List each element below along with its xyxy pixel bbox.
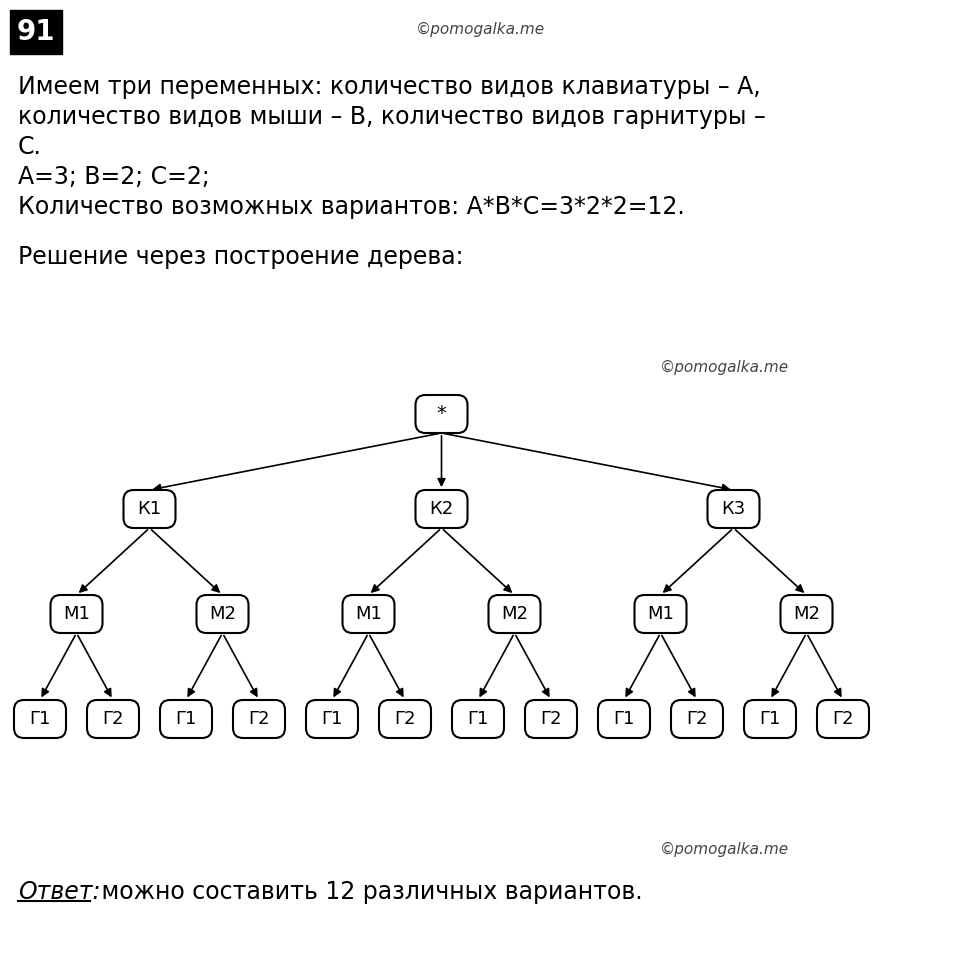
- FancyBboxPatch shape: [10, 10, 62, 54]
- Text: количество видов мыши – B, количество видов гарнитуры –: количество видов мыши – B, количество ви…: [18, 105, 766, 129]
- Text: Ответ:: Ответ:: [18, 880, 101, 904]
- Text: Γ2: Γ2: [832, 710, 853, 728]
- Text: можно составить 12 различных вариантов.: можно составить 12 различных вариантов.: [94, 880, 642, 904]
- FancyBboxPatch shape: [708, 490, 759, 528]
- Text: Γ2: Γ2: [395, 710, 416, 728]
- Text: К3: К3: [721, 500, 746, 518]
- FancyBboxPatch shape: [416, 395, 468, 433]
- FancyBboxPatch shape: [343, 595, 395, 633]
- Text: *: *: [437, 405, 446, 424]
- FancyBboxPatch shape: [14, 700, 66, 738]
- Text: М2: М2: [209, 605, 236, 623]
- Text: М1: М1: [355, 605, 382, 623]
- Text: Γ1: Γ1: [468, 710, 489, 728]
- FancyBboxPatch shape: [160, 700, 212, 738]
- FancyBboxPatch shape: [51, 595, 103, 633]
- FancyBboxPatch shape: [124, 490, 176, 528]
- FancyBboxPatch shape: [817, 700, 869, 738]
- Text: A=3; B=2; C=2;: A=3; B=2; C=2;: [18, 165, 209, 189]
- Text: Имеем три переменных: количество видов клавиатуры – A,: Имеем три переменных: количество видов к…: [18, 75, 760, 99]
- FancyBboxPatch shape: [489, 595, 540, 633]
- Text: ©pomogalka.me: ©pomogalka.me: [416, 22, 544, 37]
- Text: 91: 91: [16, 18, 56, 46]
- Text: ©pomogalka.me: ©pomogalka.me: [660, 360, 789, 375]
- Text: С.: С.: [18, 135, 42, 159]
- FancyBboxPatch shape: [416, 490, 468, 528]
- Text: К1: К1: [137, 500, 161, 518]
- Text: Γ1: Γ1: [759, 710, 780, 728]
- Text: М2: М2: [793, 605, 820, 623]
- Text: Γ1: Γ1: [613, 710, 635, 728]
- FancyBboxPatch shape: [598, 700, 650, 738]
- FancyBboxPatch shape: [671, 700, 723, 738]
- Text: М2: М2: [501, 605, 528, 623]
- Text: Γ1: Γ1: [322, 710, 343, 728]
- FancyBboxPatch shape: [452, 700, 504, 738]
- FancyBboxPatch shape: [87, 700, 139, 738]
- Text: Γ2: Γ2: [686, 710, 708, 728]
- FancyBboxPatch shape: [525, 700, 577, 738]
- FancyBboxPatch shape: [197, 595, 249, 633]
- Text: Решение через построение дерева:: Решение через построение дерева:: [18, 245, 464, 269]
- Text: Количество возможных вариантов: A*B*C=3*2*2=12.: Количество возможных вариантов: A*B*C=3*…: [18, 195, 684, 219]
- FancyBboxPatch shape: [306, 700, 358, 738]
- Text: М1: М1: [647, 605, 674, 623]
- FancyBboxPatch shape: [744, 700, 796, 738]
- Text: Γ2: Γ2: [103, 710, 124, 728]
- FancyBboxPatch shape: [635, 595, 686, 633]
- Text: ©pomogalka.me: ©pomogalka.me: [660, 842, 789, 857]
- Text: К2: К2: [429, 500, 454, 518]
- Text: Γ2: Γ2: [540, 710, 562, 728]
- FancyBboxPatch shape: [780, 595, 832, 633]
- Text: Γ2: Γ2: [249, 710, 270, 728]
- Text: Γ1: Γ1: [30, 710, 51, 728]
- Text: Γ1: Γ1: [176, 710, 197, 728]
- FancyBboxPatch shape: [233, 700, 285, 738]
- FancyBboxPatch shape: [379, 700, 431, 738]
- Text: М1: М1: [63, 605, 90, 623]
